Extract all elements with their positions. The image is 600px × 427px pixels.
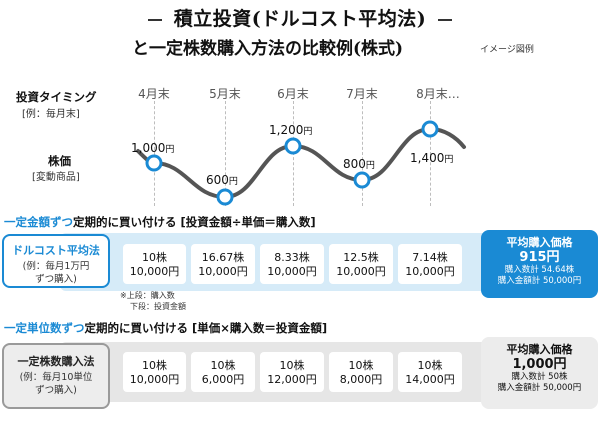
price-label-apr: 1,000円 [131,141,175,155]
section2-cell: 10株 14,000円 [398,352,462,392]
section1-cell: 7.14株 10,000円 [398,244,462,284]
title-dash-left [147,19,162,21]
cell-amount: 10,000円 [405,265,455,278]
cell-qty: 12.5株 [343,251,379,264]
cell-amount: 14,000円 [405,373,455,386]
cell-legend-upper: ※上段：購入数 [120,291,175,300]
cell-amount: 10,000円 [267,265,317,278]
cell-qty: 10株 [142,251,167,264]
fixed-share-method-box: 一定株数購入法 (例：毎月10単位 ずつ購入) [2,343,110,409]
cell-amount: 10,000円 [129,265,180,278]
cell-qty: 10株 [279,359,305,372]
result2-value: 1,000円 [512,357,567,372]
section1-cell: 10株 10,000円 [123,244,186,284]
page-subtitle: と一定株数購入方法の比較例(株式) [132,39,404,59]
month-label-jun: 6月末 [277,87,309,101]
result2-amount-total: 購入金額計 50,000円 [497,383,582,393]
cell-qty: 10株 [417,359,443,372]
image-note: イメージ図例 [480,45,534,55]
price-label-jul: 800円 [343,157,375,171]
cell-qty: 7.14株 [412,251,448,264]
method2-title: 一定株数購入法 [17,355,95,368]
section2-cell: 10株 6,000円 [191,352,255,392]
month-label-may: 5月末 [209,87,241,101]
cell-amount: 10,000円 [198,265,248,278]
section1-title: 一定金額ずつ定期的に買い付ける [投資金額÷単価＝購入数] [4,214,316,230]
cell-qty: 8.33株 [274,251,310,264]
page-title: 積立投資(ドルコスト平均法) [0,4,600,31]
cell-amount: 12,000円 [267,373,317,386]
fixed-share-result-box: 平均購入価格 1,000円 購入数計 50株 購入金額計 50,000円 [481,337,598,409]
result1-qty-total: 購入数計 54.64株 [504,265,575,275]
month-divider [225,101,226,206]
dollar-cost-method-box: ドルコスト平均法 (例：毎月1万円 ずつ購入) [2,234,110,288]
title-line1: 積立投資(ドルコスト平均法) [173,8,427,30]
price-point [284,137,302,155]
cell-qty: 16.67株 [201,251,245,264]
price-point [216,188,234,206]
cell-amount: 8,000円 [339,373,383,386]
timing-example: [例：毎月末] [22,109,80,120]
stock-price-label: 株価 [48,154,71,168]
section2-cell: 10株 10,000円 [123,352,186,392]
section1-title-accent: 一定金額ずつ [4,215,73,229]
cell-legend-lower: 下段：投資金額 [130,302,186,311]
section1-cell: 16.67株 10,000円 [191,244,255,284]
price-point [421,120,439,138]
result2-title: 平均購入価格 [506,343,573,356]
title-dash-right [438,19,453,21]
price-label-may: 600円 [206,173,238,187]
method2-sub2: ずつ購入) [35,385,77,396]
price-point [145,154,163,172]
month-divider [430,101,431,206]
section2-cell: 10株 8,000円 [329,352,393,392]
price-label-aug: 1,400円 [410,151,454,165]
month-label-apr: 4月末 [138,87,170,101]
month-label-aug: 8月末… [416,87,460,101]
result2-qty-total: 購入数計 50株 [511,372,568,382]
month-divider [154,101,155,206]
cell-amount: 10,000円 [336,265,386,278]
section2-title: 一定単位数ずつ定期的に買い付ける [単価×購入数＝投資金額] [4,320,327,336]
section1-cell: 12.5株 10,000円 [329,244,393,284]
stock-price-note: [変動商品] [32,172,80,183]
result1-value: 915円 [519,250,560,265]
method1-title: ドルコスト平均法 [12,244,100,257]
month-divider [362,101,363,206]
price-point [353,171,371,189]
result1-amount-total: 購入金額計 50,000円 [497,276,582,286]
section2-title-accent: 一定単位数ずつ [4,321,85,335]
cell-qty: 10株 [142,359,167,372]
method1-sub2: ずつ購入) [35,274,77,285]
dollar-cost-result-box: 平均購入価格 915円 購入数計 54.64株 購入金額計 50,000円 [481,230,598,298]
method2-sub1: (例：毎月10単位 [19,372,93,383]
section1-cell: 8.33株 10,000円 [260,244,324,284]
price-label-jun: 1,200円 [269,123,313,137]
month-label-jul: 7月末 [346,87,378,101]
timing-label: 投資タイミング [16,90,97,104]
cell-amount: 6,000円 [201,373,245,386]
result1-title: 平均購入価格 [506,236,573,249]
section1-title-rest: 定期的に買い付ける [投資金額÷単価＝購入数] [73,215,316,229]
cell-qty: 10株 [210,359,236,372]
section2-title-rest: 定期的に買い付ける [単価×購入数＝投資金額] [84,321,328,335]
cell-amount: 10,000円 [129,373,180,386]
cell-qty: 10株 [348,359,374,372]
section2-cell: 10株 12,000円 [260,352,324,392]
method1-sub1: (例：毎月1万円 [22,261,90,272]
